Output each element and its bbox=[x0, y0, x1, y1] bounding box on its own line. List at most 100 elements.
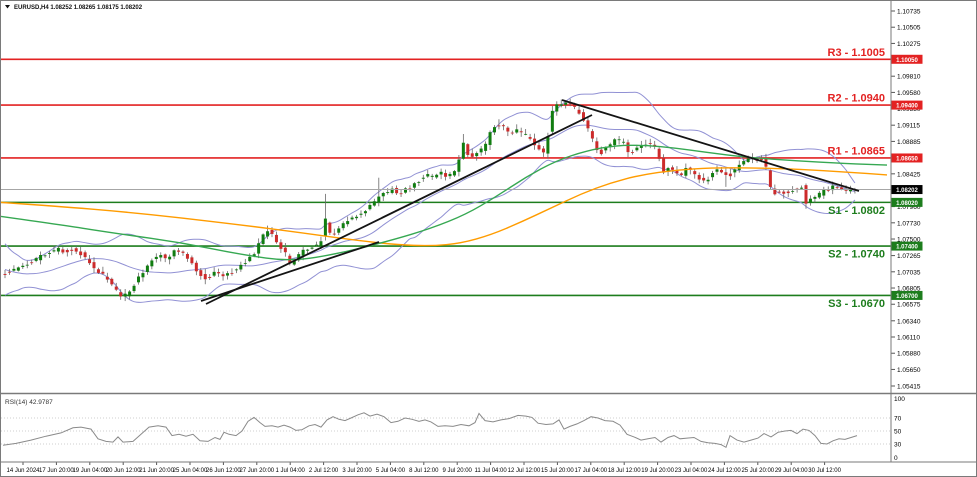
rsi-scale-label: 50 bbox=[894, 429, 902, 436]
candle bbox=[52, 250, 56, 252]
level-label-s3: S3 - 1.0670 bbox=[828, 298, 885, 310]
candle bbox=[711, 173, 715, 178]
candle bbox=[96, 269, 100, 273]
candle bbox=[448, 173, 452, 177]
candle bbox=[746, 158, 750, 163]
candle bbox=[564, 102, 568, 105]
price-axis[interactable]: 1.10735 1.10505 1.10275 1.09810 1.09580 1.093… bbox=[891, 9, 923, 391]
rsi-scale-label: 0 bbox=[894, 455, 898, 462]
candle bbox=[355, 216, 359, 219]
price-tick-label: 1.10735 bbox=[897, 9, 921, 16]
time-tick-label: 9 Jul 20:00 bbox=[443, 468, 473, 474]
trendline-ascending-long[interactable] bbox=[205, 114, 593, 305]
candle bbox=[604, 147, 608, 151]
candle bbox=[426, 174, 430, 177]
candle bbox=[105, 276, 109, 280]
candle bbox=[208, 276, 212, 278]
candle bbox=[724, 172, 728, 175]
candle bbox=[359, 213, 363, 215]
candle bbox=[693, 171, 697, 175]
candle bbox=[684, 167, 688, 176]
moving-average-lines bbox=[1, 144, 888, 261]
candle bbox=[88, 259, 92, 264]
candle bbox=[439, 171, 443, 175]
candle bbox=[559, 104, 563, 106]
time-tick-label: 3 Jul 20:00 bbox=[342, 468, 372, 474]
candle bbox=[346, 221, 350, 225]
rsi-scale-label: 100 bbox=[894, 396, 905, 403]
candle bbox=[12, 268, 16, 271]
axis-badge-r2 bbox=[891, 100, 923, 110]
trendlines[interactable] bbox=[200, 99, 860, 305]
candle bbox=[430, 175, 434, 177]
candle bbox=[283, 247, 287, 253]
candle bbox=[230, 273, 234, 274]
candle bbox=[177, 250, 181, 252]
level-label-s1: S1 - 1.0802 bbox=[828, 205, 885, 217]
candle bbox=[479, 148, 483, 153]
rsi-scale-label: 70 bbox=[894, 416, 902, 423]
candle bbox=[639, 145, 643, 148]
candle bbox=[212, 271, 216, 276]
price-tick-label: 1.09810 bbox=[897, 74, 921, 81]
price-tick-label: 1.08885 bbox=[897, 139, 921, 146]
axis-badge-r3 bbox=[891, 54, 923, 64]
candle bbox=[301, 249, 305, 256]
candle bbox=[679, 173, 683, 175]
candle bbox=[181, 251, 185, 253]
candle bbox=[395, 187, 399, 194]
bollinger-middle-band bbox=[4, 124, 856, 275]
time-tick-label: 2 Jul 12:00 bbox=[309, 468, 339, 474]
candle bbox=[595, 141, 599, 151]
candle bbox=[412, 183, 416, 188]
candle bbox=[279, 242, 283, 249]
level-label-s2: S2 - 1.0740 bbox=[828, 249, 885, 261]
price-tick-label: 1.10275 bbox=[897, 41, 921, 48]
time-tick-label: 25 Jul 20:00 bbox=[741, 468, 774, 474]
trendline-ascending-short[interactable] bbox=[200, 241, 380, 302]
candle bbox=[626, 142, 630, 153]
trendline-descending[interactable] bbox=[561, 99, 860, 192]
price-tick-label: 1.09115 bbox=[897, 123, 920, 130]
candle bbox=[319, 241, 323, 247]
candlestick-series bbox=[3, 98, 857, 302]
candle bbox=[150, 260, 154, 267]
candle bbox=[635, 147, 639, 151]
candle bbox=[306, 249, 310, 251]
candle bbox=[363, 211, 367, 214]
candle bbox=[719, 169, 723, 173]
candle bbox=[831, 185, 835, 191]
candle bbox=[56, 247, 60, 252]
axis-badge-s3-text: 1.06700 bbox=[896, 294, 918, 300]
candle bbox=[715, 169, 719, 172]
candle bbox=[110, 278, 114, 285]
candle bbox=[466, 144, 470, 155]
candle bbox=[337, 228, 341, 233]
candle bbox=[310, 247, 314, 249]
rsi-panel: 100 70 50 30 0 bbox=[1, 396, 905, 462]
time-tick-label: 18 Jul 12:00 bbox=[608, 468, 641, 474]
candle bbox=[332, 233, 336, 235]
candle bbox=[630, 152, 634, 153]
axis-badge-r2-text: 1.09400 bbox=[896, 104, 918, 110]
candle bbox=[83, 252, 87, 258]
time-tick-label: 11 Jul 04:00 bbox=[474, 468, 507, 474]
candle bbox=[30, 262, 34, 264]
candle bbox=[194, 262, 198, 272]
candle bbox=[16, 267, 20, 271]
candle bbox=[568, 103, 572, 104]
candle bbox=[417, 182, 421, 183]
time-tick-label: 12 Jul 12:00 bbox=[508, 468, 541, 474]
axis-badge-s3 bbox=[891, 290, 923, 300]
candle bbox=[65, 250, 69, 253]
candle bbox=[408, 188, 412, 190]
candle bbox=[163, 254, 167, 259]
support-resistance-lines[interactable] bbox=[1, 58, 891, 297]
candle bbox=[657, 148, 661, 159]
candle bbox=[519, 131, 523, 133]
axis-badge-s2 bbox=[891, 241, 923, 251]
candle bbox=[546, 136, 550, 154]
